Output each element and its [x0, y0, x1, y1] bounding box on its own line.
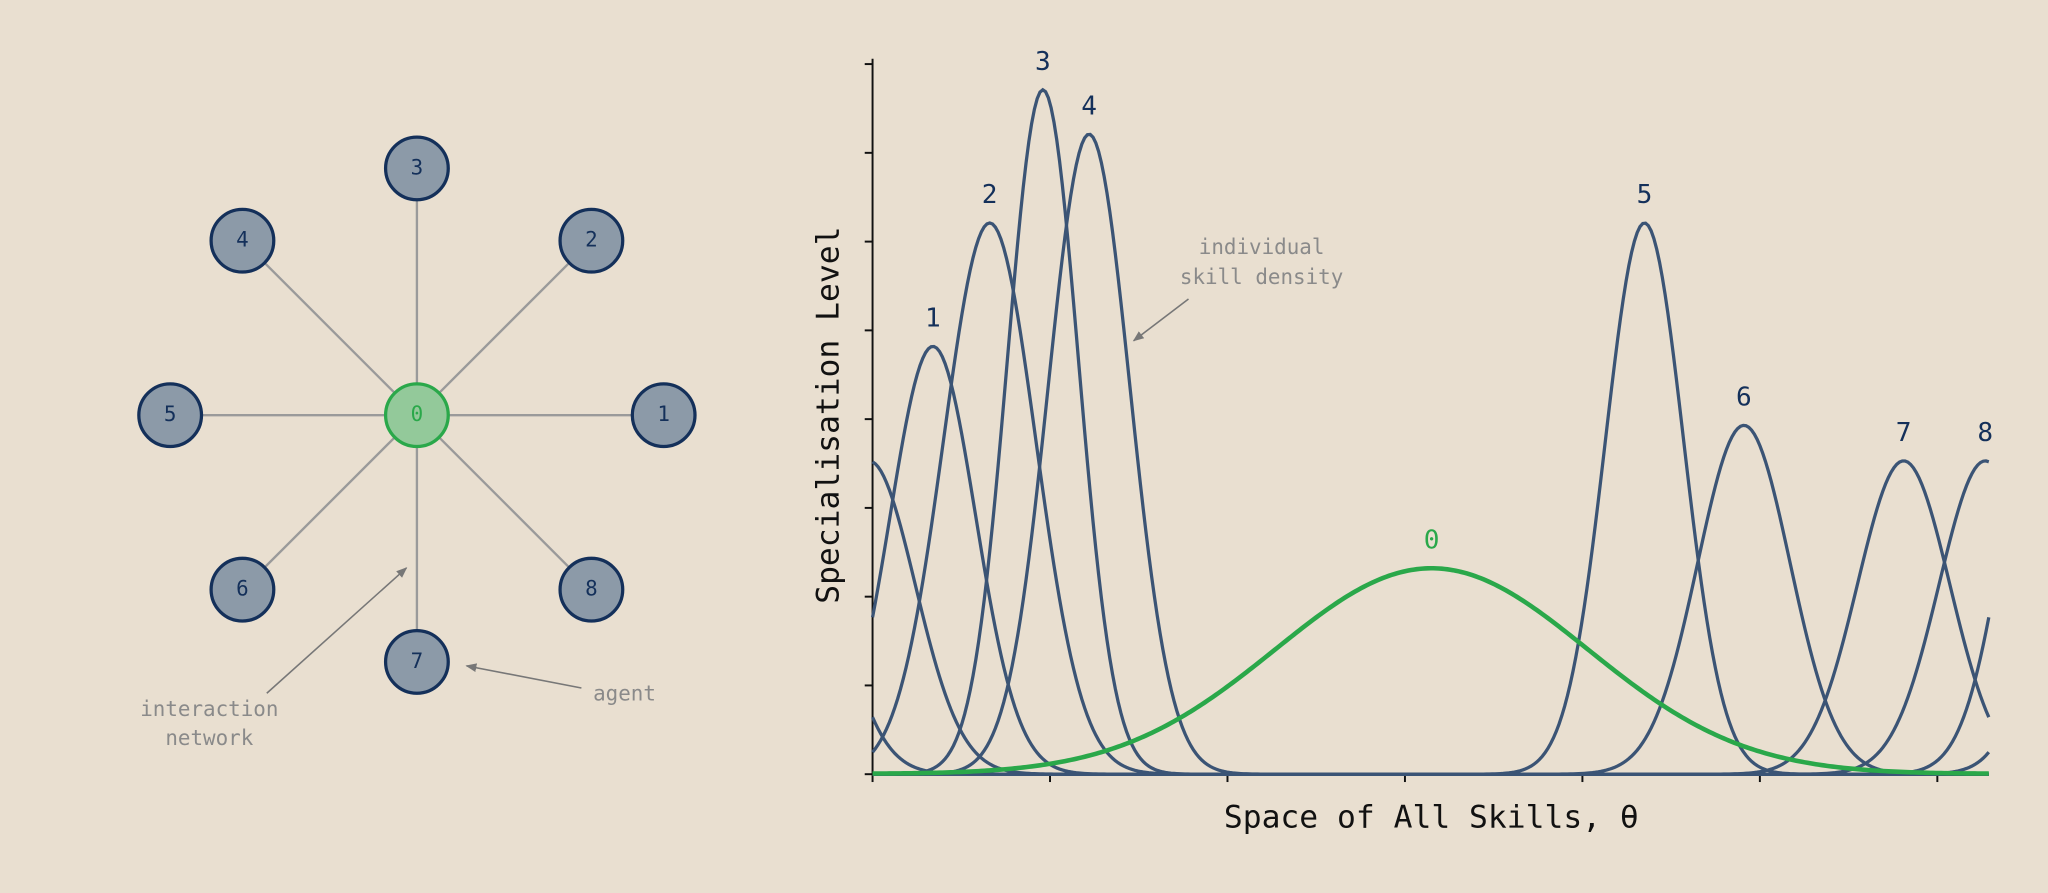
agent-node	[383, 135, 450, 202]
edge	[416, 239, 593, 416]
agent-node	[383, 628, 450, 695]
curve-label: 6	[1736, 382, 1752, 412]
annotation: interaction	[140, 697, 278, 721]
edge	[241, 239, 418, 416]
annotation-arrow	[1132, 298, 1189, 342]
curve-label: 8	[1977, 418, 1993, 448]
edge	[416, 414, 593, 591]
curve-label: 3	[1035, 47, 1051, 77]
annotation: agent	[593, 682, 656, 706]
density-curve	[871, 459, 1991, 776]
curve-label: 5	[1637, 180, 1653, 210]
agent-node	[137, 382, 204, 449]
curve-label: 2	[982, 180, 998, 210]
density-curve	[872, 132, 1989, 776]
curve-label: 0	[1424, 525, 1440, 555]
edge	[241, 414, 418, 591]
curve-label: 4	[1081, 91, 1097, 121]
curve-label: 7	[1896, 418, 1912, 448]
annotation: skill density	[1180, 265, 1343, 289]
node-label: 8	[585, 577, 598, 601]
agent-node	[209, 207, 276, 274]
agent-node	[558, 207, 625, 274]
agent-node	[558, 556, 625, 623]
density-curve	[872, 565, 1989, 776]
annotation-arrow	[266, 567, 408, 694]
network-diagram: 0 1 2 3 4 5 6 7 8	[137, 135, 697, 695]
y-axis-label: Specialisation Level	[810, 227, 846, 604]
node-label: 0	[411, 402, 424, 426]
node-label: 4	[236, 228, 249, 252]
node-label: 3	[411, 155, 424, 179]
node-label: 5	[164, 402, 177, 426]
agent-node	[383, 382, 450, 449]
node-label: 2	[585, 228, 598, 252]
node-label: 1	[657, 402, 670, 426]
annotation-arrow	[465, 663, 582, 689]
density-curve	[872, 87, 1989, 776]
plot: 1 2 34 5 6 7 8 0	[864, 47, 1993, 783]
annotation: network	[165, 726, 253, 750]
density-curve	[871, 459, 1990, 776]
annotation: individual	[1199, 235, 1325, 259]
curve-label: 1	[925, 303, 941, 333]
agent-node	[209, 556, 276, 623]
x-axis-label: Space of All Skills, θ	[1224, 800, 1639, 836]
node-label: 6	[236, 577, 249, 601]
node-label: 7	[411, 649, 424, 673]
agent-node	[630, 382, 697, 449]
